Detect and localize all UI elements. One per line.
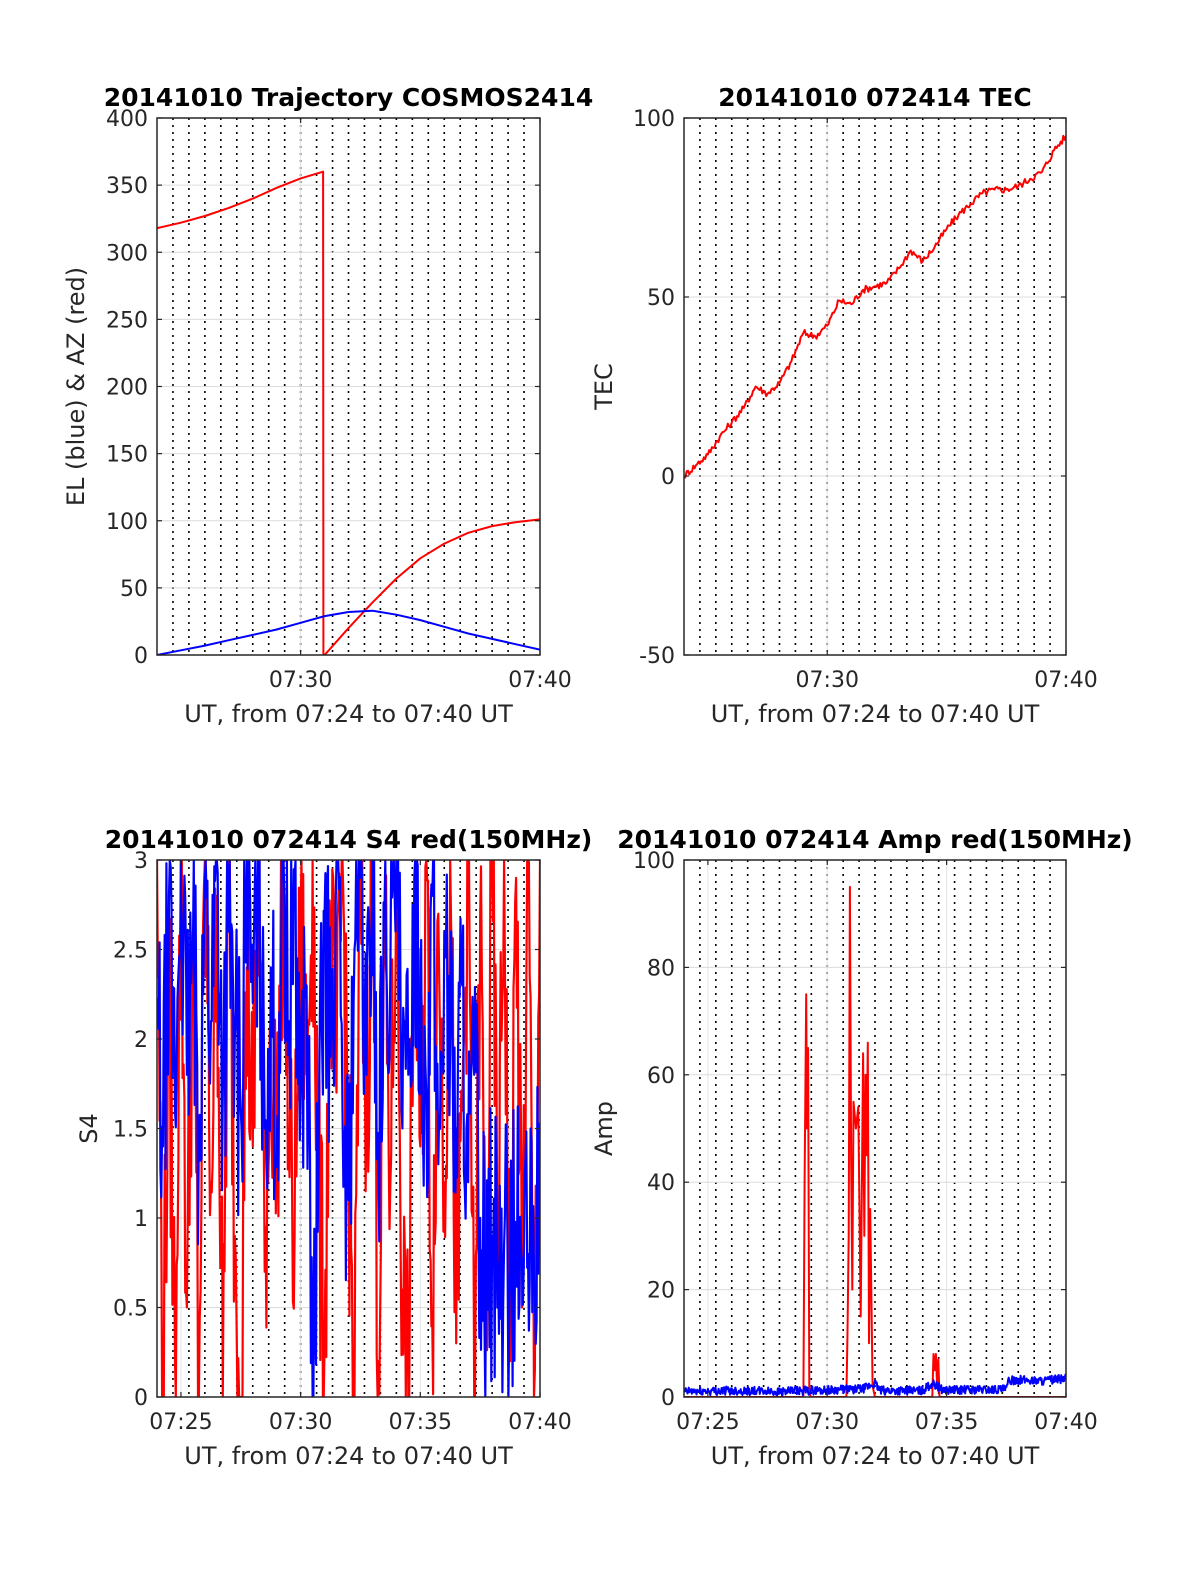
y-axis-label: TEC [590,363,618,411]
y-tick-label: 250 [106,308,148,333]
x-axis-label: UT, from 07:24 to 07:40 UT [184,700,513,728]
y-tick-label: 0.5 [113,1297,148,1322]
y-tick-label: 100 [633,849,675,874]
chart-panel-1: 0 50 100 150 200 250 300 350 400 07:30 07:40 201410… [62,83,593,728]
chart-title: 20141010 072414 S4 red(150MHz) [105,825,593,854]
chart-title: 20141010 072414 Amp red(150MHz) [617,825,1133,854]
x-tick-label: 07:25 [149,1410,212,1435]
x-tick-label: 07:30 [796,1410,859,1435]
x-tick-label: 07:35 [915,1410,978,1435]
y-tick-label: 80 [647,956,675,981]
chart-panel-4: 0 20 40 60 80 100 07:25 07:30 07:35 07:40 20141010… [590,825,1133,1470]
x-tick-label: 07:30 [269,668,332,693]
y-tick-label: 0 [661,1386,675,1411]
y-tick-label: 1.5 [113,1118,148,1143]
y-axis-label: Amp [590,1101,618,1156]
series-line-1 [684,134,1066,479]
y-tick-label: 0 [134,644,148,669]
x-axis-label: UT, from 07:24 to 07:40 UT [711,700,1040,728]
axes-box [683,859,1067,1398]
chart-panel-3: 0 0.5 1 1.5 2 2.5 3 07:25 07:30 07:35 07:40 2014101… [75,825,592,1470]
y-tick-label: 50 [647,286,675,311]
y-tick-label: 300 [106,241,148,266]
y-tick-label: 60 [647,1064,675,1089]
x-tick-label: 07:40 [508,668,571,693]
x-tick-label: 07:30 [796,668,859,693]
x-tick-label: 07:40 [1034,668,1097,693]
x-tick-label: 07:25 [676,1410,739,1435]
x-axis-label: UT, from 07:24 to 07:40 UT [184,1442,513,1470]
y-tick-label: 400 [106,107,148,132]
plot-area [684,118,1066,655]
y-tick-label: 2 [134,1028,148,1053]
y-tick-label: 50 [120,577,148,602]
x-axis-label: UT, from 07:24 to 07:40 UT [711,1442,1040,1470]
chart-panel-2: -50 0 50 100 07:30 07:40 20141010 072414 TEC UT… [590,83,1098,728]
axes-box [683,117,1067,656]
y-tick-label: 200 [106,376,148,401]
y-axis-label: S4 [75,1113,103,1144]
plot-area [684,860,1066,1397]
y-tick-label: 2.5 [113,939,148,964]
chart-title: 20141010 Trajectory COSMOS2414 [104,83,594,112]
y-tick-label: 1 [134,1207,148,1232]
x-tick-label: 07:40 [508,1410,571,1435]
y-tick-label: 3 [134,849,148,874]
y-tick-label: 150 [106,443,148,468]
series-line-1 [157,170,540,655]
y-tick-label: 0 [134,1386,148,1411]
series-line-2 [157,860,540,1397]
series-line-2 [157,609,540,655]
chart-title: 20141010 072414 TEC [718,83,1031,112]
y-tick-label: 40 [647,1171,675,1196]
y-axis-label: EL (blue) & AZ (red) [62,267,90,506]
y-tick-label: 20 [647,1279,675,1304]
y-tick-label: 350 [106,174,148,199]
y-tick-label: 100 [106,510,148,535]
y-tick-label: -50 [639,644,675,669]
x-tick-label: 07:40 [1034,1410,1097,1435]
series-line-1 [684,885,1066,1397]
x-tick-label: 07:35 [389,1410,452,1435]
y-tick-label: 0 [661,465,675,490]
series-line-2 [684,1373,1066,1397]
y-tick-label: 100 [633,107,675,132]
x-tick-label: 07:30 [269,1410,332,1435]
